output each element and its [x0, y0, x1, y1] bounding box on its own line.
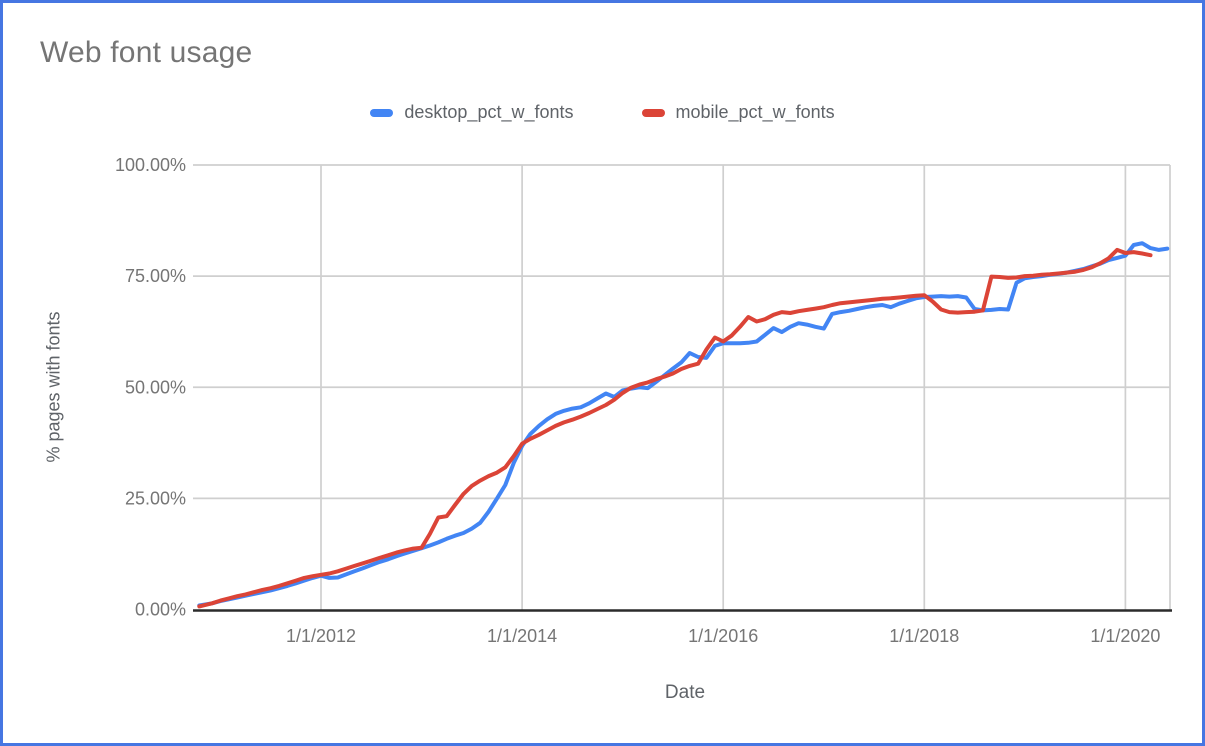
legend-swatch-mobile-icon [641, 108, 665, 117]
chart-title: Web font usage [40, 36, 253, 69]
y-tick-label: 25.00% [125, 488, 186, 508]
legend: desktop_pct_w_fonts mobile_pct_w_fonts [3, 102, 1202, 123]
x-tick-label: 1/1/2014 [487, 626, 557, 646]
x-tick-label: 1/1/2020 [1090, 626, 1160, 646]
y-tick-label: 75.00% [125, 266, 186, 286]
x-axis-title: Date [664, 682, 706, 703]
legend-item-mobile[interactable]: mobile_pct_w_fonts [641, 102, 835, 123]
x-tick-label: 1/1/2016 [688, 626, 758, 646]
series-line-mobile_pct_w_fonts [197, 247, 1153, 609]
x-tick-label: 1/1/2018 [889, 626, 959, 646]
y-tick-label: 50.00% [125, 377, 186, 397]
legend-label-desktop: desktop_pct_w_fonts [404, 102, 574, 122]
y-tick-label: 0.00% [135, 600, 186, 620]
y-axis-title: % pages with fonts [43, 311, 64, 463]
x-tick-label: 1/1/2012 [286, 626, 356, 646]
legend-item-desktop[interactable]: desktop_pct_w_fonts [370, 102, 574, 123]
legend-swatch-desktop-icon [370, 108, 394, 117]
series-line-desktop_pct_w_fonts [197, 241, 1170, 608]
legend-label-mobile: mobile_pct_w_fonts [675, 102, 835, 122]
y-tick-label: 100.00% [115, 155, 186, 175]
